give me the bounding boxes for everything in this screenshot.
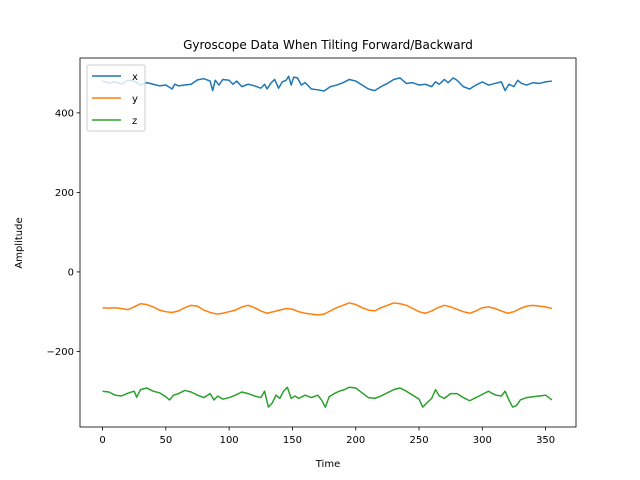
y-axis-ticks: −200 0 200 400 — [47, 108, 80, 358]
x-tick-label: 100 — [220, 435, 239, 446]
x-tick-label: 0 — [99, 435, 105, 446]
y-tick-label: 400 — [55, 108, 74, 119]
legend-label-y: y — [132, 94, 138, 105]
axes-frame — [79, 57, 577, 428]
x-tick-label: 50 — [159, 435, 172, 446]
x-axis-ticks: 0 50 100 150 200 250 300 350 — [99, 427, 555, 446]
axes-background — [80, 58, 576, 427]
x-tick-label: 150 — [283, 435, 302, 446]
legend-items: xyz — [92, 72, 138, 127]
series-layer — [102, 75, 553, 408]
series-line-x — [102, 75, 553, 92]
y-tick-label: 0 — [68, 267, 74, 278]
y-tick-label: −200 — [47, 347, 74, 358]
x-tick-label: 250 — [409, 435, 428, 446]
x-axis-label: Time — [315, 459, 340, 470]
series-line-y — [102, 302, 553, 316]
chart-title: Gyroscope Data When Tilting Forward/Back… — [183, 38, 473, 52]
y-axis-label: Amplitude — [14, 217, 25, 268]
x-tick-label: 200 — [346, 435, 365, 446]
legend: xyz — [86, 64, 146, 132]
plot-area — [79, 57, 577, 428]
series-line-z — [102, 386, 553, 408]
x-tick-label: 350 — [536, 435, 555, 446]
legend-label-z: z — [132, 116, 137, 127]
x-tick-label: 300 — [473, 435, 492, 446]
y-tick-label: 200 — [55, 188, 74, 199]
legend-label-x: x — [132, 72, 138, 83]
